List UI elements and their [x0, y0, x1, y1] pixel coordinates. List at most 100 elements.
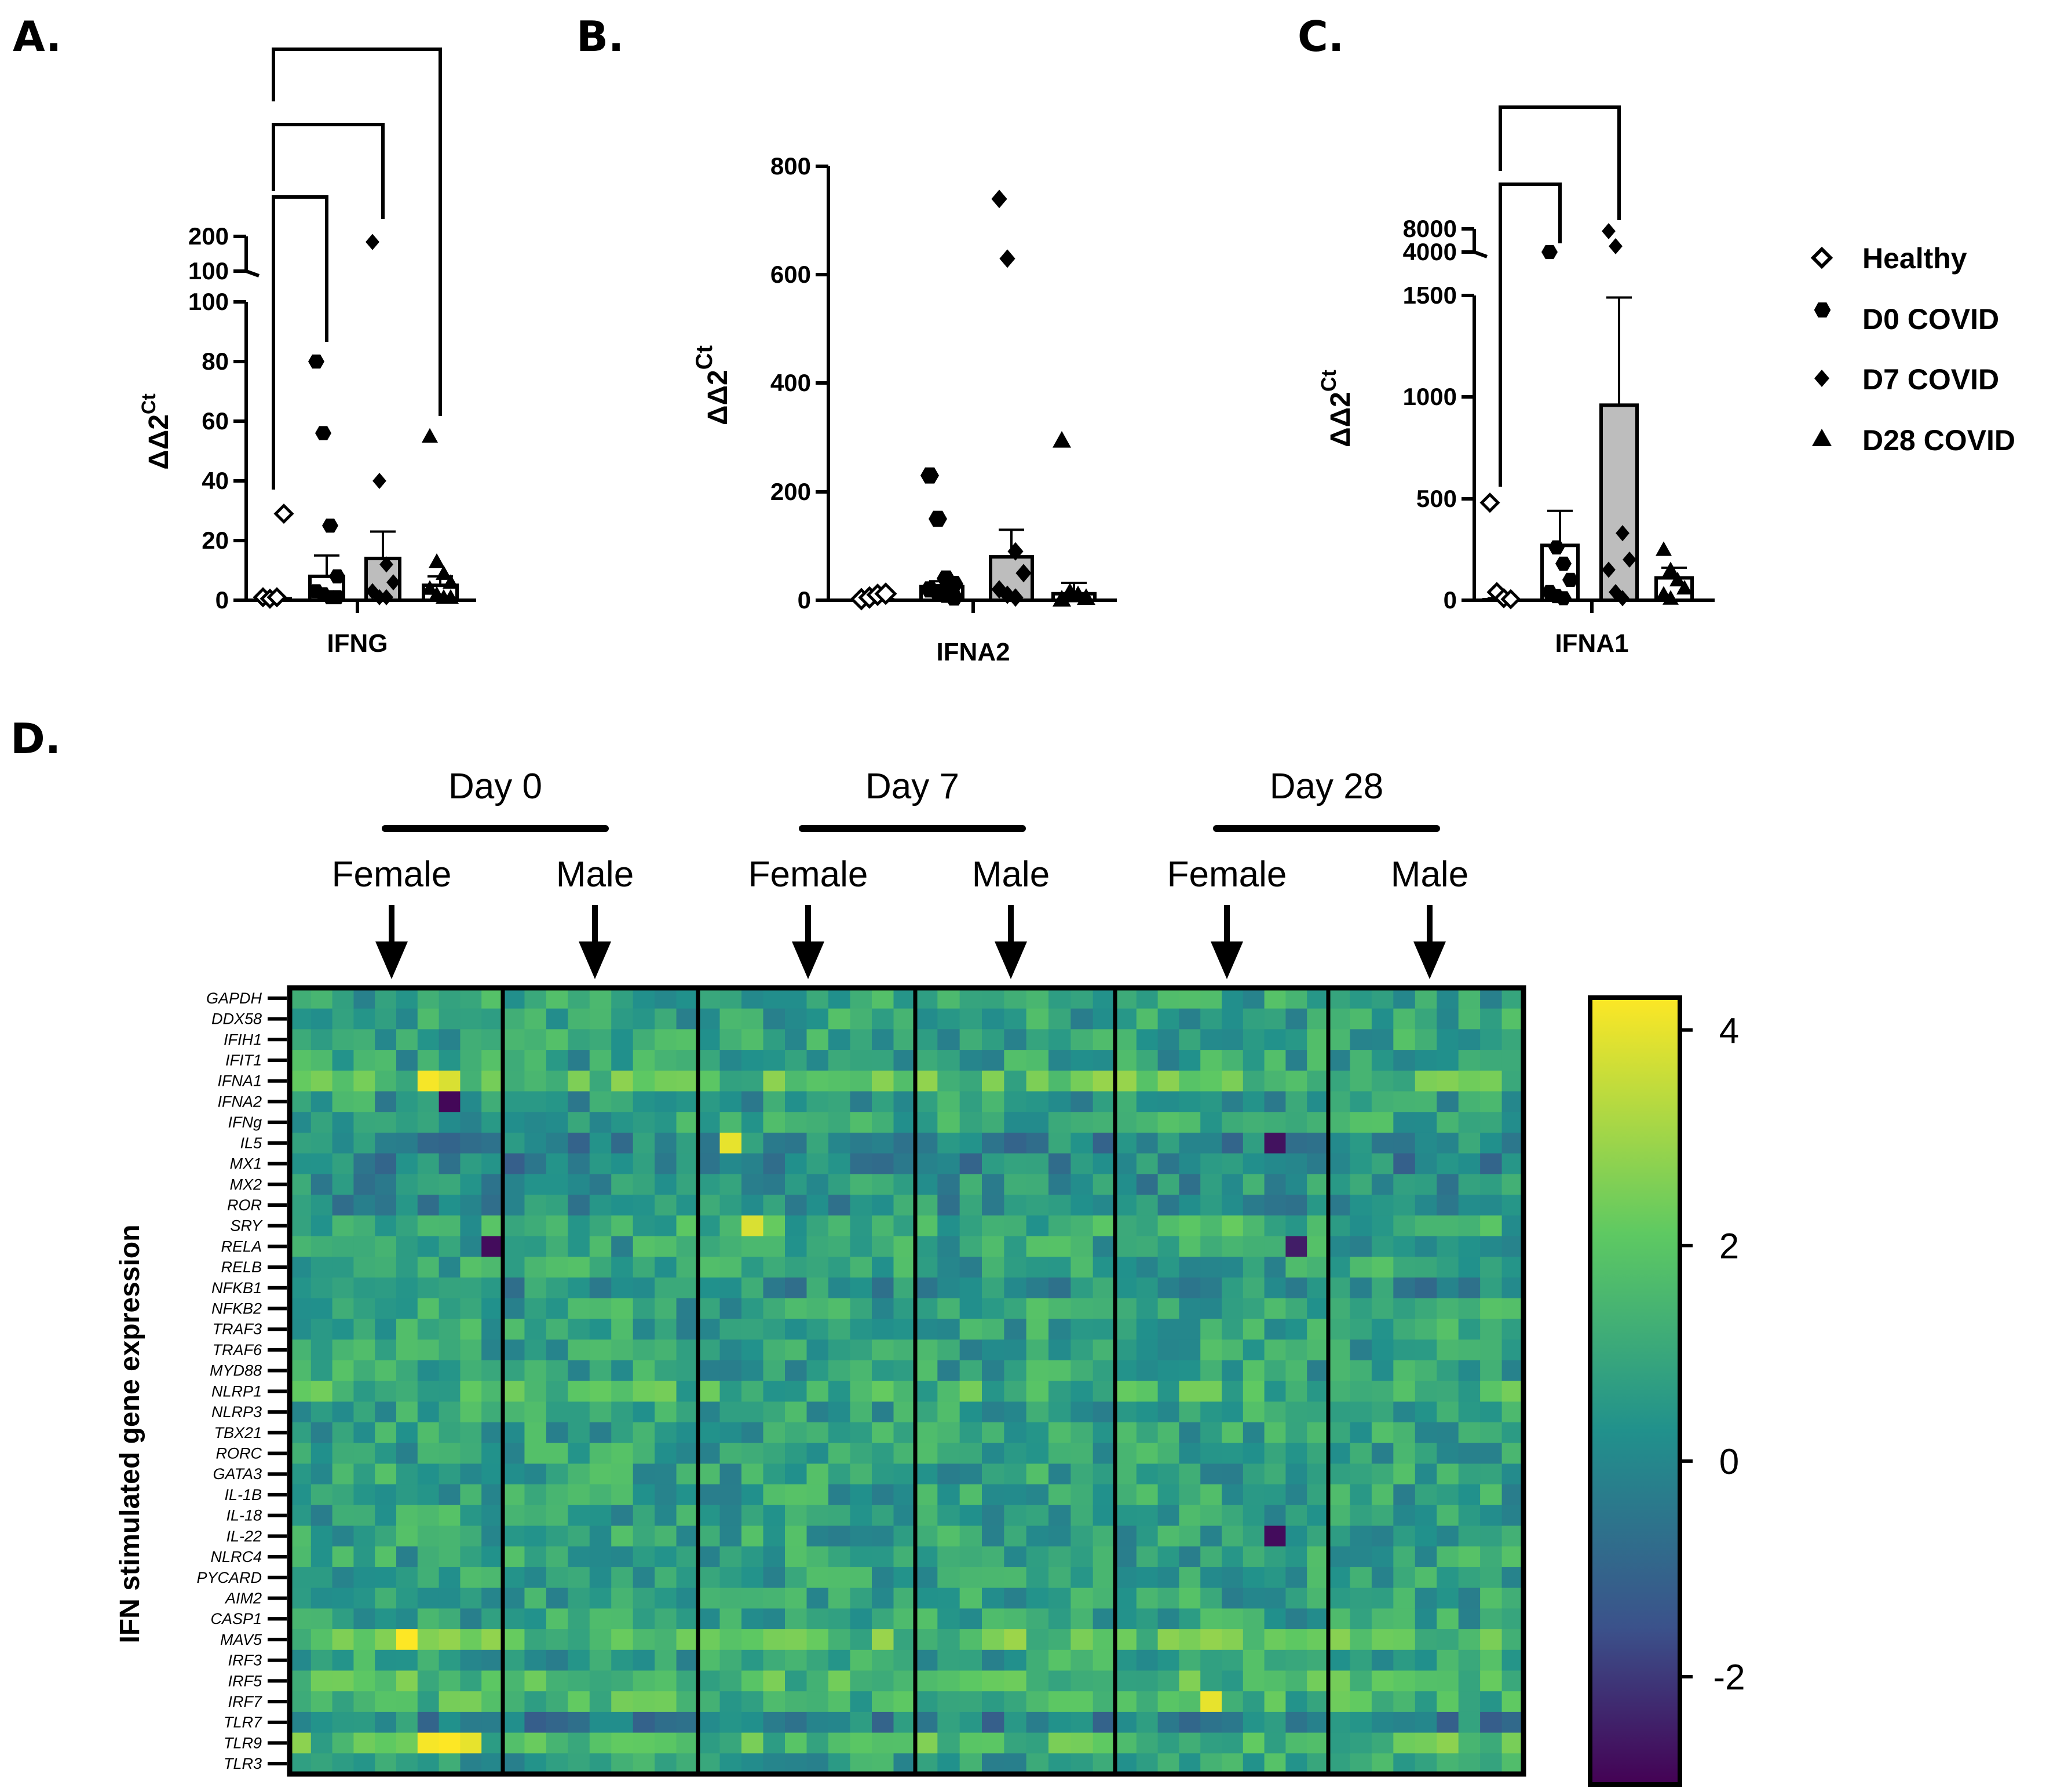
heatmap-cell [1243, 1629, 1265, 1651]
heatmap-cell [1458, 1443, 1481, 1464]
heatmap-cell [1415, 1753, 1437, 1775]
heatmap-cell [719, 1484, 742, 1506]
heatmap-cell [1026, 1443, 1049, 1464]
heatmap-cell [698, 1215, 721, 1237]
heatmap-cell [850, 1236, 872, 1257]
heatmap-cell [655, 1298, 677, 1319]
heatmap-cell [785, 1753, 808, 1775]
heatmap-cell [1115, 1340, 1137, 1361]
heatmap-cell [1480, 1298, 1503, 1319]
heatmap-cell [915, 1525, 938, 1547]
heatmap-cell [1200, 1670, 1222, 1692]
data-point-3-3 [1676, 579, 1693, 595]
heatmap-cell [546, 1215, 568, 1237]
heatmap-cell [589, 1195, 612, 1216]
heatmap-cell [481, 1525, 503, 1547]
heatmap-cell [763, 1070, 785, 1092]
heatmap-cell [417, 1340, 440, 1361]
heatmap-cell [698, 1112, 721, 1133]
heatmap-cell [1501, 1153, 1524, 1174]
heatmap-cell [375, 1525, 397, 1547]
heatmap-cell [633, 1257, 655, 1278]
heatmap-cell [937, 1174, 960, 1195]
heatmap-cell [1264, 1050, 1286, 1071]
heatmap-cell [1004, 1277, 1027, 1299]
heatmap-cell [1393, 1711, 1416, 1733]
heatmap-cell [719, 1050, 742, 1071]
heatmap-cell [1415, 1567, 1437, 1589]
heatmap-cell [1136, 1257, 1159, 1278]
heatmap-cell [1264, 1174, 1286, 1195]
legend-item-d7: D7 COVID [1814, 363, 1999, 396]
heatmap-cell [1048, 1195, 1071, 1216]
heatmap-cell [589, 1236, 612, 1257]
heatmap-cell [785, 1070, 808, 1092]
heatmap-cell [1350, 1443, 1372, 1464]
heatmap-cell [655, 1567, 677, 1589]
heatmap-cell [290, 1008, 312, 1030]
heatmap-cell [1157, 1753, 1179, 1775]
heatmap-cell [503, 1319, 525, 1340]
y-tick-label: 200 [188, 222, 229, 250]
heatmap-cell [982, 1670, 1004, 1692]
data-point-1-6 [1555, 591, 1572, 605]
heatmap-cell [332, 1711, 354, 1733]
heatmap-cell [417, 1587, 440, 1609]
heatmap-cell [1328, 1443, 1351, 1464]
heatmap-cell [1437, 1732, 1459, 1754]
heatmap-cell [503, 1629, 525, 1651]
heatmap-cell [332, 1153, 354, 1174]
heatmap-cell [1350, 1402, 1372, 1423]
heatmap-cell [1328, 1215, 1351, 1237]
heatmap-cell [959, 1422, 982, 1444]
heatmap-cell [524, 1257, 547, 1278]
heatmap-cell [1222, 1257, 1244, 1278]
heatmap-cell [417, 1402, 440, 1423]
heatmap-cell [589, 1649, 612, 1671]
heatmap-cell [1093, 1629, 1116, 1651]
heatmap-cell [655, 1070, 677, 1092]
heatmap-cell [1458, 1091, 1481, 1112]
heatmap-cell [937, 1732, 960, 1754]
heatmap-cell [1157, 1670, 1179, 1692]
heatmap-cell [1264, 1215, 1286, 1237]
data-point-0-3 [1500, 589, 1521, 610]
heatmap-cell [375, 1381, 397, 1402]
heatmap-cell [439, 1732, 461, 1754]
heatmap-cell [1048, 1360, 1071, 1382]
heatmap-cell [524, 1463, 547, 1485]
heatmap-cell [1393, 1091, 1416, 1112]
heatmap-cell [481, 1070, 503, 1092]
heatmap-cell [828, 1587, 851, 1609]
heatmap-cell [1307, 1443, 1329, 1464]
heatmap-cell [1264, 1195, 1286, 1216]
heatmap-cell [1285, 1050, 1307, 1071]
row-label: NFKB2 [211, 1300, 262, 1317]
heatmap-cell [828, 1629, 851, 1651]
data-point-1-1 [929, 510, 947, 527]
heatmap-cell [959, 1174, 982, 1195]
heatmap-cell [1048, 988, 1071, 1009]
heatmap-cell [1157, 1174, 1179, 1195]
heatmap-cell [1004, 1629, 1027, 1651]
heatmap-cell [460, 1691, 482, 1713]
heatmap-cell [655, 1649, 677, 1671]
heatmap-cell [1480, 1132, 1503, 1154]
heatmap-cell [396, 1215, 418, 1237]
heatmap-cell [806, 1174, 829, 1195]
heatmap-cell [481, 1608, 503, 1630]
heatmap-cell [1136, 1236, 1159, 1257]
heatmap-cell [741, 1112, 764, 1133]
heatmap-cell [1285, 1525, 1307, 1547]
heatmap-cell [503, 1711, 525, 1733]
heatmap-cell [1004, 1195, 1027, 1216]
heatmap-cell [568, 1670, 590, 1692]
heatmap-cell [982, 1732, 1004, 1754]
heatmap-cell [1393, 1670, 1416, 1692]
data-point-3-2 [1669, 571, 1686, 587]
legend-label-d0: D0 COVID [1862, 303, 1999, 335]
heatmap-cell [524, 1050, 547, 1071]
heatmap-cell [589, 1091, 612, 1112]
y-tick-label: 600 [770, 261, 811, 288]
heatmap-cell [460, 1132, 482, 1154]
